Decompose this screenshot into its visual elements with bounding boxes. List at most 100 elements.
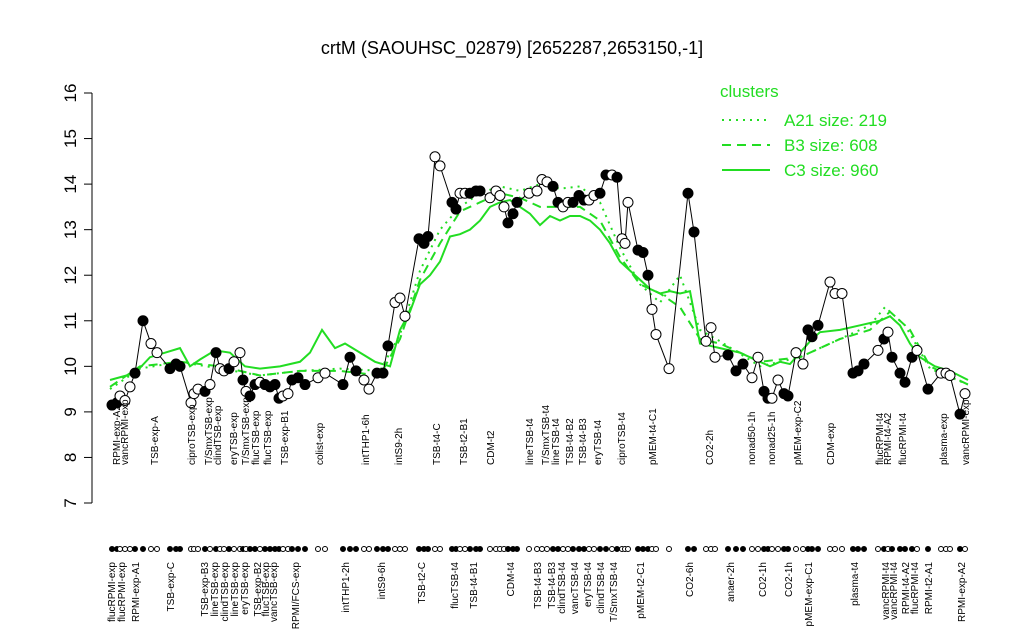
sample-label: TSB-t4-B3 xyxy=(533,562,544,609)
strip-dot xyxy=(614,546,620,552)
sample-label: flucTSB-exp xyxy=(261,562,272,617)
data-point xyxy=(399,310,411,322)
strip-dot xyxy=(861,546,867,552)
sample-label: intS9-6h xyxy=(377,562,388,599)
y-tick-label: 8 xyxy=(61,453,80,462)
strip-dot xyxy=(361,546,367,552)
sample-label: TSB-t2-C xyxy=(417,562,428,604)
strip-dot xyxy=(322,546,328,552)
data-point xyxy=(611,171,623,183)
strip-dot xyxy=(586,546,592,552)
data-point xyxy=(944,369,956,381)
sample-label: TSB-exp-B2 xyxy=(253,562,264,617)
strip-dot xyxy=(539,546,545,552)
sample-label: plasma-t4 xyxy=(850,562,861,606)
sample-label: flucRPMI-exp xyxy=(117,562,128,622)
data-point xyxy=(228,356,240,368)
sample-label: eryTSB-exp xyxy=(229,412,240,465)
data-point xyxy=(129,367,141,379)
strip-dot xyxy=(897,546,903,552)
strip-dot xyxy=(839,546,845,552)
data-point xyxy=(363,383,375,395)
data-point xyxy=(790,347,802,359)
sample-label: RPMI-exp-A1 xyxy=(131,562,142,622)
sample-label: nonad50-1h xyxy=(747,412,758,465)
strip-dot xyxy=(555,546,561,552)
data-point xyxy=(292,372,304,384)
strip-dot xyxy=(800,546,806,552)
data-point xyxy=(852,365,864,377)
sample-label: flucRPMI-exp xyxy=(107,562,118,622)
strip-dot xyxy=(416,546,422,552)
y-tick-label: 12 xyxy=(61,266,80,285)
strip-dot xyxy=(148,546,154,552)
data-point xyxy=(682,187,694,199)
sample-label: CO2-2h xyxy=(705,430,716,465)
data-point xyxy=(894,367,906,379)
strip-dot xyxy=(832,546,838,552)
strip-dot xyxy=(231,546,237,552)
strip-dot xyxy=(603,546,609,552)
strip-dot xyxy=(397,546,403,552)
data-point xyxy=(737,358,749,370)
sample-label: flucTSB-t4 xyxy=(450,562,461,609)
strip-dot xyxy=(685,546,691,552)
strip-dot xyxy=(785,546,791,552)
strip-dot xyxy=(565,546,571,552)
sample-label: vancTSB-t4 xyxy=(570,562,581,615)
sample-label: anaer-2h xyxy=(726,562,737,602)
strip-dot xyxy=(487,546,493,552)
strip-dot xyxy=(570,546,576,552)
data-point xyxy=(782,390,794,402)
strip-dot xyxy=(295,546,301,552)
strip-dot xyxy=(167,546,173,552)
data-point xyxy=(394,292,406,304)
strip-dot xyxy=(938,546,944,552)
sample-label: clindTSB-t4 xyxy=(596,562,607,614)
data-point xyxy=(358,374,370,386)
sample-label: pMEM-exp-C1 xyxy=(804,562,815,627)
strip-dot xyxy=(477,546,483,552)
strip-dot xyxy=(534,546,540,552)
data-point xyxy=(547,180,559,192)
strip-dot xyxy=(432,546,438,552)
strip-dot xyxy=(755,546,761,552)
strip-dot xyxy=(712,546,718,552)
data-point xyxy=(434,160,446,172)
data-point xyxy=(709,351,721,363)
strip-dot xyxy=(666,546,672,552)
sample-label: clindTSB-exp xyxy=(213,405,224,465)
sample-label: TSB-exp-C xyxy=(166,562,177,611)
data-point xyxy=(911,344,923,356)
sample-label: clindTSB-t4 xyxy=(557,562,568,614)
strip-dot xyxy=(691,546,697,552)
data-point xyxy=(422,231,434,242)
strip-dot xyxy=(850,546,856,552)
strip-dot xyxy=(703,546,709,552)
data-point xyxy=(282,388,294,400)
strip-dot xyxy=(177,546,183,552)
data-point xyxy=(812,319,824,331)
data-point xyxy=(204,379,216,391)
strip-dot xyxy=(207,546,213,552)
sample-label: intTHP1-6h xyxy=(361,414,372,465)
data-point xyxy=(124,381,136,393)
data-point xyxy=(594,187,606,199)
profile-line xyxy=(111,155,966,415)
data-point xyxy=(637,246,649,258)
strip-dot xyxy=(380,546,386,552)
strip-dot xyxy=(815,546,821,552)
strip-dot xyxy=(635,546,641,552)
data-point xyxy=(244,390,256,402)
data-point xyxy=(429,151,441,163)
strip-dot xyxy=(437,546,443,552)
legend-label: A21 size: 219 xyxy=(784,111,887,130)
sample-label: CO2-1h xyxy=(758,562,769,597)
sample-label: RPMI-t4-A2 xyxy=(883,412,894,465)
strip-dot xyxy=(289,546,295,552)
strip-dot xyxy=(347,546,353,552)
sample-label: colist-exp xyxy=(315,422,326,465)
strip-dot xyxy=(392,546,398,552)
data-point xyxy=(350,365,362,377)
